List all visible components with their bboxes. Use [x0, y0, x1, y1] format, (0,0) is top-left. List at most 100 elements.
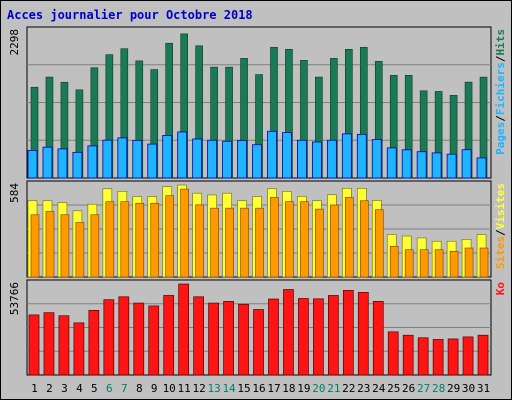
bar-pages-day-10: [162, 134, 173, 179]
bar-sites-day-1: [30, 214, 40, 278]
bar-pages-day-30: [461, 149, 472, 179]
bar-bandwidth-day-24: [372, 301, 384, 376]
x-tick-label-day-21: 21: [327, 382, 340, 395]
bar-pages-day-29: [446, 153, 457, 179]
bar-bandwidth-day-2: [43, 312, 55, 376]
bar-sites-day-23: [359, 200, 369, 278]
bar-pages-day-20: [311, 141, 322, 179]
bar-bandwidth-day-17: [268, 298, 279, 376]
y-axis-max-label: 53766: [8, 282, 21, 315]
bar-pages-day-2: [42, 146, 53, 179]
bar-bandwidth-day-29: [447, 338, 459, 376]
legend-entry-3: Fichiers: [494, 62, 507, 115]
bar-sites-day-6: [105, 201, 115, 278]
x-tick-label-day-12: 12: [193, 382, 206, 395]
bar-bandwidth-day-1: [28, 314, 40, 376]
x-tick-label-day-2: 2: [46, 382, 53, 395]
bar-sites-day-29: [449, 251, 459, 278]
bar-bandwidth-day-14: [223, 301, 234, 376]
bar-sites-day-8: [135, 202, 145, 278]
x-tick-label-day-25: 25: [387, 382, 400, 395]
legend: Pages/Fichiers/Hits: [494, 29, 507, 155]
bar-sites-day-9: [150, 202, 160, 278]
bar-bandwidth-day-31: [477, 334, 489, 376]
bar-pages-day-16: [252, 144, 262, 179]
bar-pages-day-6: [102, 139, 113, 179]
bar-pages-day-14: [222, 140, 232, 179]
x-tick-label-day-1: 1: [31, 382, 38, 395]
x-tick-label-day-24: 24: [372, 382, 386, 395]
x-tick-label-day-22: 22: [342, 382, 355, 395]
bar-bandwidth-day-26: [402, 334, 414, 376]
legend-entry-1: Sites: [494, 236, 507, 269]
x-tick-label-day-5: 5: [91, 382, 98, 395]
x-tick-label-day-4: 4: [76, 382, 83, 395]
bar-pages-day-25: [386, 147, 397, 179]
bar-sites-day-22: [345, 197, 354, 278]
x-tick-label-day-17: 17: [267, 382, 280, 395]
bar-pages-day-24: [371, 139, 382, 179]
legend-entry-5: Hits: [494, 29, 507, 56]
x-tick-label-day-29: 29: [447, 382, 460, 395]
bar-bandwidth-day-18: [283, 289, 294, 376]
bar-bandwidth-day-27: [417, 337, 429, 376]
bar-bandwidth-day-15: [238, 303, 249, 376]
bar-pages-day-3: [57, 148, 68, 179]
bar-bandwidth-day-7: [118, 296, 130, 376]
bar-sites-day-26: [404, 249, 414, 278]
bar-sites-day-4: [75, 222, 85, 278]
x-tick-label-day-28: 28: [432, 382, 445, 395]
x-tick-label-day-16: 16: [252, 382, 265, 395]
x-tick-label-day-19: 19: [297, 382, 310, 395]
bar-pages-day-11: [177, 131, 188, 179]
x-tick-label-day-18: 18: [282, 382, 295, 395]
bar-pages-day-26: [401, 149, 412, 179]
bar-sites-day-14: [225, 207, 234, 278]
bar-pages-day-19: [297, 139, 307, 179]
bar-sites-day-24: [374, 209, 384, 278]
bar-pages-day-1: [27, 149, 38, 179]
x-tick-label-day-15: 15: [237, 382, 250, 395]
bar-sites-day-2: [45, 211, 55, 278]
chart-title: Acces journalier pour Octobre 2018: [7, 8, 253, 22]
bar-bandwidth-day-22: [342, 290, 354, 376]
bar-pages-day-12: [192, 138, 203, 179]
y-axis-max-label: 584: [8, 183, 21, 203]
bar-bandwidth-day-25: [387, 331, 399, 376]
bar-pages-day-7: [117, 137, 128, 179]
x-tick-label-day-13: 13: [207, 382, 220, 395]
bar-bandwidth-day-3: [58, 315, 70, 376]
bar-pages-day-28: [431, 152, 442, 179]
bar-bandwidth-day-23: [357, 292, 369, 376]
bar-bandwidth-day-19: [298, 298, 309, 376]
bar-sites-day-31: [479, 247, 489, 278]
legend-entry-3: Visites: [494, 183, 507, 229]
x-tick-label-day-9: 9: [151, 382, 158, 395]
x-tick-label-day-6: 6: [106, 382, 113, 395]
bar-bandwidth-day-8: [133, 302, 145, 376]
bar-pages-day-22: [341, 133, 352, 179]
bar-bandwidth-day-13: [208, 302, 219, 376]
panel-2: 584 Sites/Visites: [8, 180, 507, 278]
bar-sites-day-18: [285, 201, 294, 278]
legend-entry-1: Pages: [494, 122, 507, 155]
x-tick-label-day-27: 27: [417, 382, 430, 395]
bar-pages-day-8: [132, 140, 143, 179]
legend-entry-1: Ko: [494, 282, 507, 296]
bar-bandwidth-day-6: [103, 299, 115, 376]
x-tick-label-day-10: 10: [163, 382, 176, 395]
bar-sites-day-13: [210, 207, 219, 278]
bar-sites-day-16: [255, 207, 264, 278]
bar-bandwidth-day-16: [253, 309, 264, 376]
legend-entry-2: /: [494, 229, 507, 236]
bar-bandwidth-day-30: [462, 336, 474, 376]
bar-pages-day-9: [147, 143, 158, 179]
bar-bandwidth-day-20: [313, 298, 324, 376]
bar-sites-day-21: [330, 204, 339, 278]
bar-sites-day-30: [464, 247, 474, 278]
x-tick-label-day-20: 20: [312, 382, 325, 395]
legend: Sites/Visites: [494, 183, 507, 269]
